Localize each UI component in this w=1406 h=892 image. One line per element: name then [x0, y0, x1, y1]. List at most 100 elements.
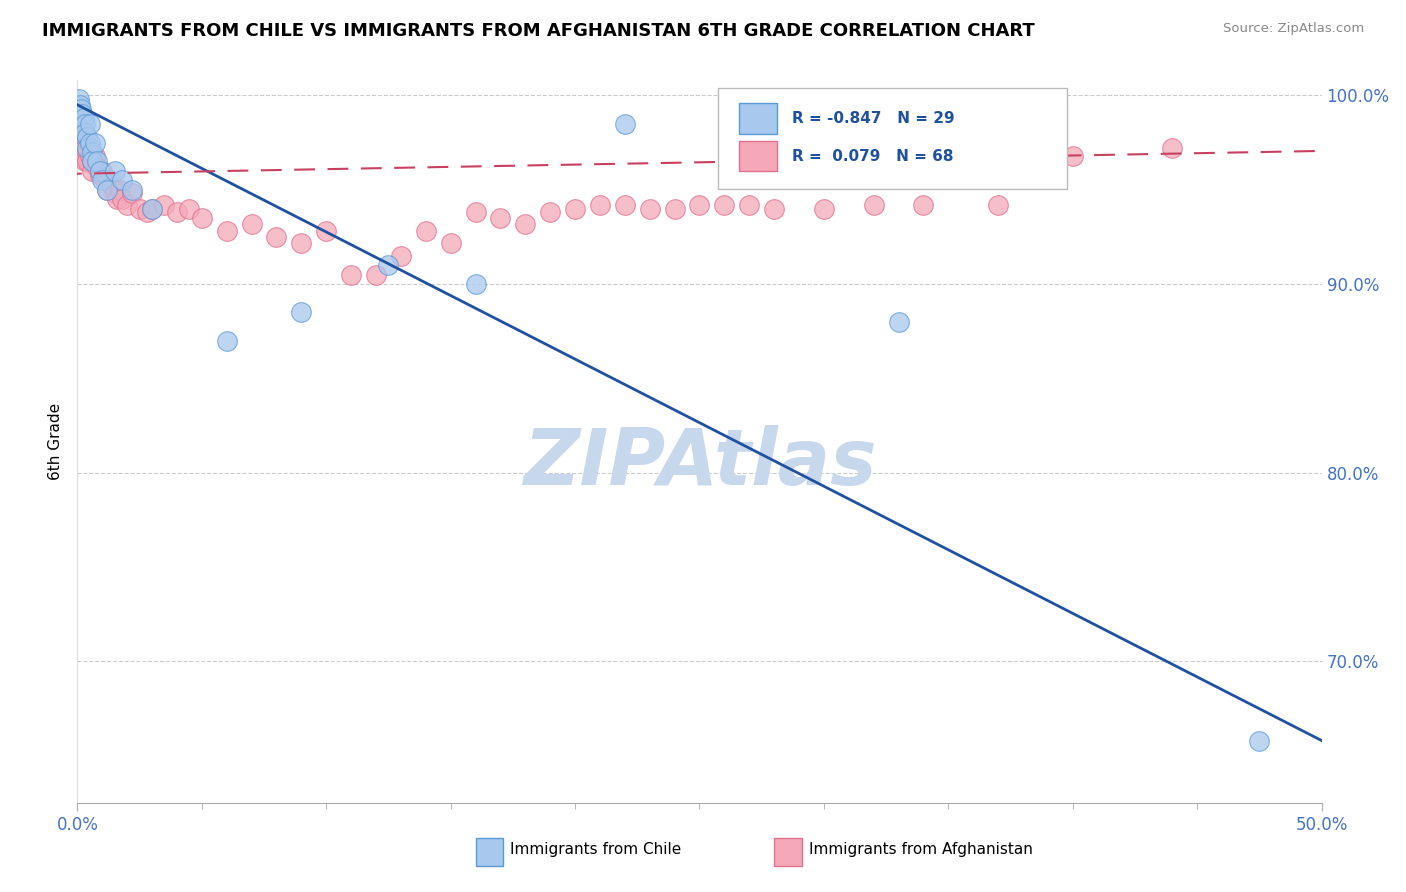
Point	[82, 145, 104, 159]
Point	[66, 141, 89, 155]
Point	[70, 145, 93, 159]
Point	[115, 198, 138, 212]
Point	[613, 198, 636, 212]
Y-axis label: 6th Grade: 6th Grade	[48, 403, 63, 480]
Point	[82, 154, 104, 169]
Point	[105, 192, 128, 206]
Point	[67, 92, 90, 106]
Point	[69, 136, 91, 150]
Point	[72, 107, 94, 121]
Point	[70, 102, 93, 116]
Point	[86, 160, 108, 174]
Point	[111, 173, 134, 187]
Point	[862, 198, 884, 212]
FancyBboxPatch shape	[475, 838, 503, 865]
Point	[67, 136, 90, 150]
Point	[290, 235, 312, 250]
Text: R =  0.079   N = 68: R = 0.079 N = 68	[792, 149, 953, 163]
Point	[121, 183, 143, 197]
Point	[72, 136, 94, 150]
Point	[589, 198, 612, 212]
Point	[83, 149, 105, 163]
Point	[79, 136, 101, 150]
Point	[364, 268, 387, 282]
Point	[763, 202, 786, 216]
Point	[83, 136, 105, 150]
Point	[377, 258, 399, 272]
Point	[104, 164, 127, 178]
Point	[89, 164, 111, 178]
Point	[266, 230, 288, 244]
Point	[153, 198, 176, 212]
Point	[73, 117, 96, 131]
Point	[1249, 733, 1271, 747]
Point	[290, 305, 312, 319]
Point	[73, 126, 96, 140]
Point	[638, 202, 661, 216]
Point	[415, 224, 437, 238]
Point	[191, 211, 214, 225]
Point	[86, 154, 108, 169]
Point	[69, 97, 91, 112]
Point	[713, 198, 735, 212]
Point	[96, 183, 118, 197]
Text: Immigrants from Afghanistan: Immigrants from Afghanistan	[808, 842, 1033, 857]
Point	[73, 154, 96, 169]
Text: R = -0.847   N = 29: R = -0.847 N = 29	[792, 112, 955, 126]
Point	[79, 117, 101, 131]
Point	[91, 173, 114, 187]
Point	[96, 183, 118, 197]
Point	[79, 141, 101, 155]
Point	[91, 164, 114, 178]
Point	[73, 149, 96, 163]
Point	[464, 205, 486, 219]
Point	[689, 198, 711, 212]
Point	[141, 202, 163, 216]
Point	[76, 129, 98, 144]
FancyBboxPatch shape	[740, 103, 776, 134]
FancyBboxPatch shape	[740, 141, 776, 171]
Point	[111, 192, 134, 206]
Point	[987, 198, 1010, 212]
Point	[104, 186, 127, 201]
Point	[664, 202, 686, 216]
Point	[813, 202, 835, 216]
Point	[538, 205, 561, 219]
Point	[613, 117, 636, 131]
Point	[79, 149, 101, 163]
FancyBboxPatch shape	[775, 838, 801, 865]
Point	[215, 224, 238, 238]
Point	[72, 149, 94, 163]
Text: Source: ZipAtlas.com: Source: ZipAtlas.com	[1223, 22, 1364, 36]
Point	[240, 217, 263, 231]
Point	[76, 141, 98, 155]
Point	[215, 334, 238, 348]
Point	[76, 145, 98, 159]
Point	[439, 235, 461, 250]
Point	[67, 129, 90, 144]
Point	[1062, 149, 1084, 163]
Text: IMMIGRANTS FROM CHILE VS IMMIGRANTS FROM AFGHANISTAN 6TH GRADE CORRELATION CHART: IMMIGRANTS FROM CHILE VS IMMIGRANTS FROM…	[42, 22, 1035, 40]
Point	[89, 168, 111, 182]
Point	[489, 211, 512, 225]
Point	[887, 315, 910, 329]
Point	[1161, 141, 1184, 155]
Point	[93, 173, 115, 187]
FancyBboxPatch shape	[718, 87, 1067, 189]
Point	[101, 178, 124, 193]
Point	[389, 249, 412, 263]
Point	[67, 126, 90, 140]
Point	[72, 111, 94, 125]
Point	[340, 268, 363, 282]
Text: ZIPAtlas: ZIPAtlas	[523, 425, 876, 501]
Point	[315, 224, 337, 238]
Point	[564, 202, 586, 216]
Point	[73, 141, 96, 155]
Point	[76, 154, 98, 169]
Text: Immigrants from Chile: Immigrants from Chile	[510, 842, 682, 857]
Point	[738, 198, 761, 212]
Point	[141, 202, 163, 216]
Point	[179, 202, 201, 216]
Point	[128, 202, 150, 216]
Point	[515, 217, 537, 231]
